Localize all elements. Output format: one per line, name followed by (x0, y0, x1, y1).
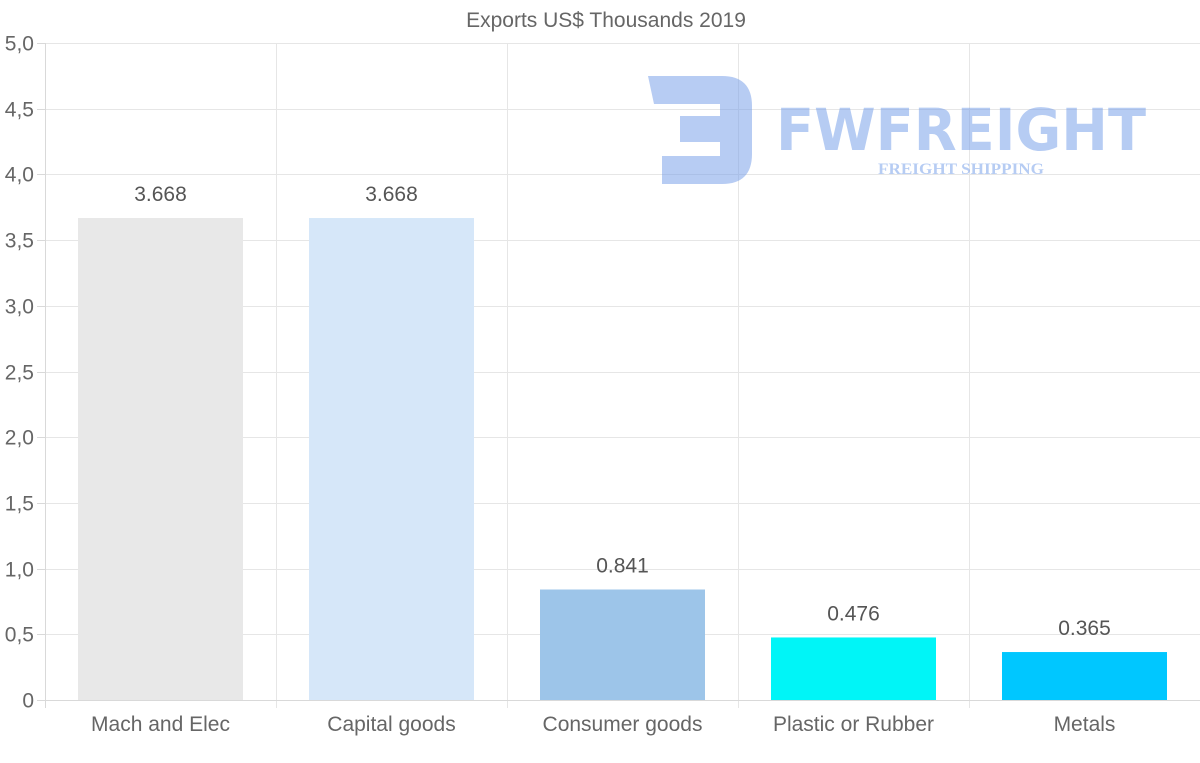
x-tick-label: Plastic or Rubber (773, 713, 934, 736)
y-tick-label: 3,5 (5, 230, 34, 253)
data-label: 0.365 (1058, 617, 1111, 640)
watermark-tagline: FREIGHT SHIPPING (878, 161, 1045, 178)
axes: 0 0,5 1,0 1,5 2,0 2,5 3,0 3,5 4,0 4,5 5,0 Mach and … (5, 33, 1200, 736)
data-label: 0.476 (827, 602, 880, 625)
bar (1002, 652, 1167, 700)
data-label: 0.841 (596, 554, 649, 577)
x-tick-label: Consumer goods (543, 713, 703, 736)
bars (78, 218, 1167, 701)
y-tick-label: 0 (22, 690, 34, 713)
watermark-logo: FWFREIGHT FREIGHT SHIPPING (648, 76, 1146, 184)
y-tick-label: 2,5 (5, 362, 34, 385)
data-label: 3.668 (134, 183, 187, 206)
y-tick-label: 3,0 (5, 296, 34, 319)
x-tick-label: Mach and Elec (91, 713, 230, 736)
y-tick-label: 1,0 (5, 559, 34, 582)
y-tick-label: 2,0 (5, 427, 34, 450)
x-tick-label: Capital goods (327, 713, 455, 736)
y-tick-label: 5,0 (5, 33, 34, 56)
y-tick-label: 0,5 (5, 624, 34, 647)
y-tick-label: 4,5 (5, 99, 34, 122)
bar (309, 218, 474, 701)
y-tick-label: 4,0 (5, 164, 34, 187)
x-tick-label: Metals (1054, 713, 1116, 736)
bar (540, 589, 705, 700)
watermark-logo-mark (648, 76, 752, 184)
watermark-brand: FWFREIGHT (776, 96, 1146, 164)
bar (78, 218, 243, 701)
y-tick-label: 1,5 (5, 493, 34, 516)
chart-title: Exports US$ Thousands 2019 (466, 9, 746, 32)
value-labels: 3.668 3.668 0.841 0.476 0.365 (134, 183, 1111, 640)
data-label: 3.668 (365, 183, 418, 206)
bar (771, 637, 936, 700)
